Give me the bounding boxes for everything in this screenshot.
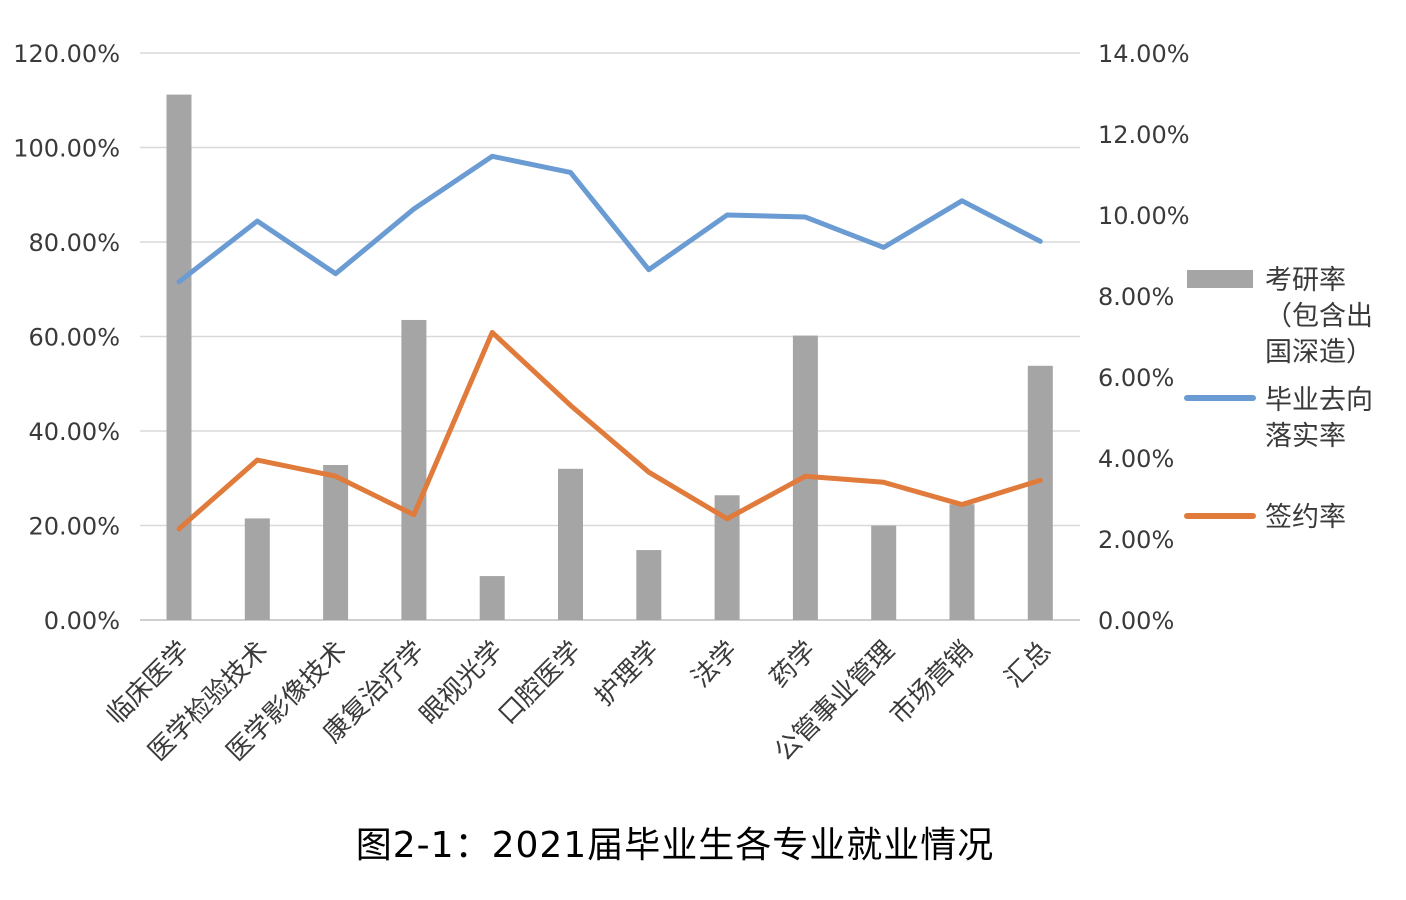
left-tick-label: 0.00% <box>44 607 120 635</box>
legend-label: 签约率 <box>1265 502 1346 533</box>
series-line <box>176 329 1043 532</box>
left-tick-label: 80.00% <box>28 229 120 257</box>
legend-label: 国深造） <box>1265 337 1373 368</box>
right-tick-label: 6.00% <box>1098 364 1174 392</box>
left-tick-label: 60.00% <box>28 324 120 352</box>
left-tick-label: 40.00% <box>28 418 120 446</box>
chart-caption: 图2-1：2021届毕业生各专业就业情况 <box>355 825 995 866</box>
bar <box>401 319 427 620</box>
gridlines <box>140 52 1080 621</box>
category-label: 口腔医学 <box>493 636 588 731</box>
right-tick-label: 14.00% <box>1098 40 1190 68</box>
right-axis-ticks: 0.00% 2.00% 4.00% 6.00% 8.00% 10.00% 12.00% 14.… <box>1098 40 1190 635</box>
bar <box>636 550 662 620</box>
category-label: 法学 <box>686 636 744 694</box>
left-tick-label: 100.00% <box>13 135 120 163</box>
right-tick-label: 2.00% <box>1098 526 1174 554</box>
category-label: 护理学 <box>589 636 665 712</box>
right-tick-label: 10.00% <box>1098 202 1190 230</box>
bar <box>244 518 270 620</box>
line-series <box>176 153 1043 532</box>
legend-label: 落实率 <box>1265 421 1346 452</box>
bar <box>323 465 349 620</box>
category-label: 市场营销 <box>884 636 979 731</box>
bar <box>479 576 505 620</box>
bar <box>166 94 192 620</box>
left-tick-label: 120.00% <box>13 40 120 68</box>
bar <box>558 468 583 620</box>
legend-label: （包含出 <box>1265 301 1373 332</box>
bar <box>871 525 897 620</box>
bar <box>949 504 975 620</box>
right-tick-label: 4.00% <box>1098 445 1174 473</box>
series-line <box>176 153 1043 285</box>
left-axis-ticks: 0.00% 20.00% 40.00% 60.00% 80.00% 100.00% 120.… <box>13 40 120 635</box>
right-tick-label: 12.00% <box>1098 121 1190 149</box>
right-tick-label: 8.00% <box>1098 283 1174 311</box>
bar-series <box>166 94 1053 620</box>
left-tick-label: 20.00% <box>28 513 120 541</box>
category-label: 眼视光学 <box>414 636 509 731</box>
legend-swatch <box>1187 270 1253 288</box>
category-label: 药学 <box>764 636 822 694</box>
right-tick-label: 0.00% <box>1098 607 1174 635</box>
legend-label: 考研率 <box>1265 265 1346 296</box>
legend-label: 毕业去向 <box>1265 385 1373 416</box>
category-label: 汇总 <box>999 636 1057 694</box>
bar <box>1027 365 1053 620</box>
